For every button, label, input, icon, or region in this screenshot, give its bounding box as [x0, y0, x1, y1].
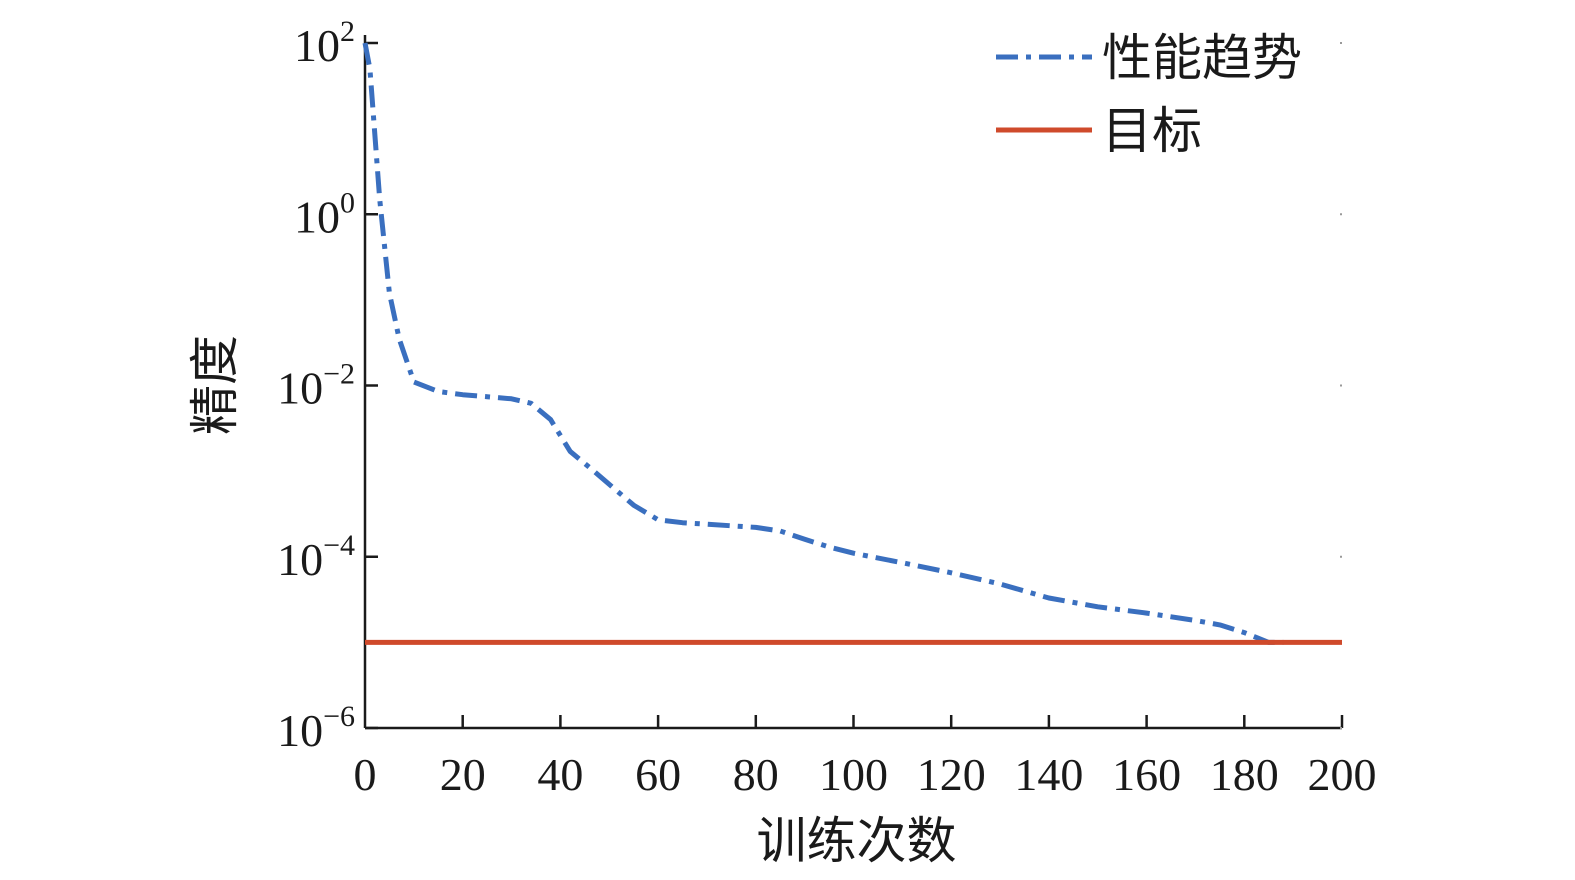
x-axis-title: 训练次数: [757, 812, 957, 870]
y-tick-label: 10−2: [277, 358, 355, 414]
x-tick-label: 40: [537, 749, 583, 800]
x-tick-label: 80: [733, 749, 779, 800]
x-tick-label: 100: [819, 749, 888, 800]
x-tick-label: 140: [1014, 749, 1083, 800]
x-ticks: 0 20 40 60 80 100 120 140 160 180 200: [354, 715, 1377, 800]
y-tick-label: 100: [294, 186, 355, 242]
legend-label: 性能趋势: [1102, 29, 1302, 87]
x-tick-label: 180: [1210, 749, 1279, 800]
y-axis-title: 精度: [186, 335, 244, 435]
x-tick-label: 160: [1112, 749, 1181, 800]
x-tick-label: 60: [635, 749, 681, 800]
y-tick-label: 10−4: [277, 529, 355, 585]
x-tick-label: 20: [440, 749, 486, 800]
x-tick-label: 0: [354, 749, 377, 800]
x-tick-label: 120: [917, 749, 986, 800]
series-line-trend: [362, 42, 1284, 645]
y-ticks: 102 100 10−2 10−4 10−6: [277, 15, 1342, 756]
x-tick-label: 200: [1308, 749, 1377, 800]
legend-label: 目标: [1102, 102, 1202, 160]
series-layer: [362, 42, 1342, 645]
y-tick-label: 10−6: [277, 700, 355, 756]
y-tick-label: 102: [294, 15, 355, 71]
